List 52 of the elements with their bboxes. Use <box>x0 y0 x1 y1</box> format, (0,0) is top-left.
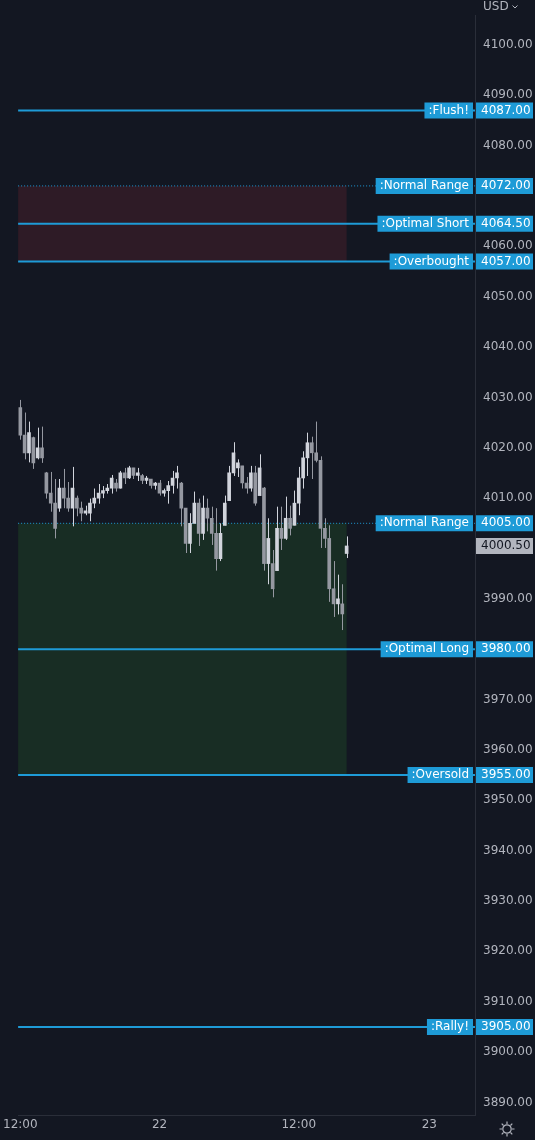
text: 4005.00 <box>481 515 531 530</box>
y-tick-label: 4090.00 <box>483 87 533 102</box>
text: 4087.00 <box>481 102 531 117</box>
text: 4072.00 <box>481 178 531 193</box>
candlestick <box>283 496 288 541</box>
ref-line-label: :Normal Range <box>379 515 469 530</box>
text: 4064.50 <box>481 215 531 230</box>
y-tick-label: 4010.00 <box>483 490 533 505</box>
ref-line-label: :Oversold <box>411 767 469 782</box>
text: 3905.00 <box>481 1019 531 1033</box>
ref-line-label: :Optimal Short <box>381 215 470 230</box>
y-tick-label: 4060.00 <box>483 238 533 253</box>
y-tick-label: 3950.00 <box>483 792 533 807</box>
y-tick-label: 3960.00 <box>483 742 533 757</box>
text: 3955.00 <box>481 767 531 782</box>
y-tick-label: 4050.00 <box>483 288 533 303</box>
y-tick-label: 4030.00 <box>483 389 533 404</box>
text: 4000.50 <box>481 538 531 553</box>
ref-line-label: :Optimal Long <box>384 641 469 656</box>
y-tick-label: 3910.00 <box>483 993 533 1008</box>
candlestick <box>75 495 79 517</box>
text: USD <box>483 0 509 14</box>
candlestick <box>27 421 31 463</box>
y-tick-label: 3890.00 <box>483 1094 533 1109</box>
y-tick-label: 3930.00 <box>483 893 533 908</box>
x-tick-label: 12:00 <box>2 1117 38 1132</box>
y-tick-label: 3990.00 <box>483 590 533 605</box>
y-tick-label: 4080.00 <box>483 137 533 152</box>
y-tick-label: 4040.00 <box>483 339 533 354</box>
y-tick-label: 4100.00 <box>483 37 533 52</box>
candlestick <box>336 574 340 615</box>
candlestick <box>288 505 292 536</box>
ref-line-label: :Rally! <box>430 1019 470 1033</box>
candlestick <box>35 427 40 460</box>
y-tick-label: 4020.00 <box>483 439 533 454</box>
candlestick <box>340 583 345 631</box>
ref-line-label: :Flush! <box>428 102 470 117</box>
ref-line-label: :Overbought <box>393 253 470 268</box>
x-tick-label: 12:00 <box>281 1117 317 1132</box>
candlestick <box>40 426 44 464</box>
x-tick-label: 22 <box>151 1117 168 1132</box>
y-tick-label: 3940.00 <box>483 842 533 857</box>
x-tick-label: 23 <box>421 1117 437 1132</box>
candlestick <box>310 436 314 480</box>
candlestick <box>175 465 179 490</box>
y-tick-label: 3900.00 <box>483 1044 533 1059</box>
y-tick-label: 3920.00 <box>483 943 533 958</box>
y-tick-label: 3970.00 <box>483 691 533 706</box>
ref-line-label: :Normal Range <box>379 178 469 193</box>
candlestick <box>61 468 66 509</box>
text: 4057.00 <box>481 253 531 268</box>
text: 3980.00 <box>481 641 531 656</box>
